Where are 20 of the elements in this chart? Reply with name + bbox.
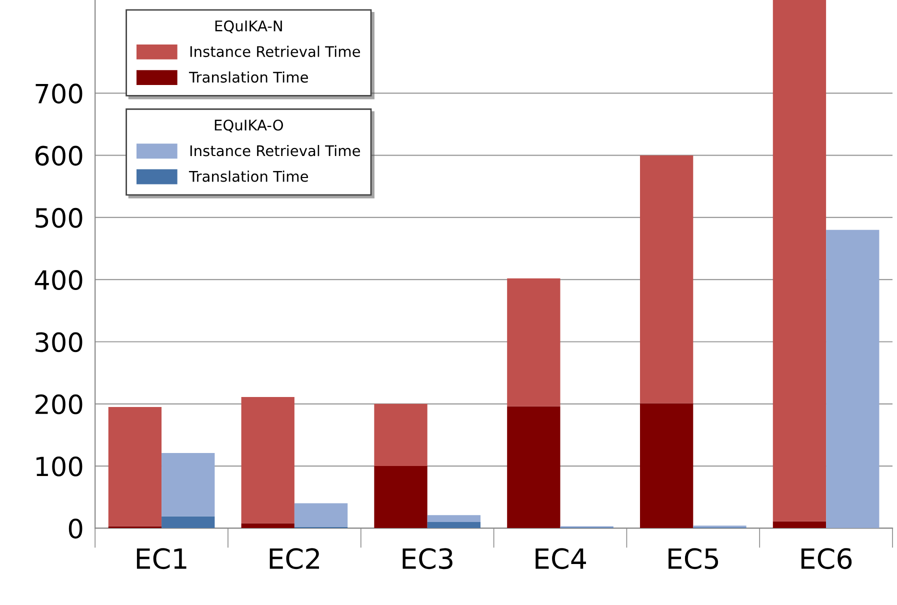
y-tick-label: 300 [36,332,82,352]
legend-label: Translation Time [188,170,308,182]
y-tick-label: 400 [34,270,82,290]
x-tick-label: EC1 [136,548,186,570]
x-tick-label: EC3 [402,548,452,570]
y-tick-label: 600 [35,146,82,166]
x-tick-label: EC2 [270,548,319,570]
y-tick-label: 500 [36,208,82,228]
y-tick-label: 200 [36,394,82,414]
y-tick-label: 100 [36,456,82,476]
y-tick-label: 700 [36,84,82,104]
legend-label: Instance Retrieval Time [190,144,360,156]
legend-label: Translation Time [188,71,308,83]
y-tick-label: 0 [68,518,82,539]
x-tick-label: EC6 [801,548,852,570]
legend-title: EQuIKA-O [214,120,283,132]
x-tick-label: EC5 [668,548,718,570]
legend-label: Instance Retrieval Time [190,46,360,58]
legend-title: EQuIKA-N [215,20,282,34]
x-tick-label: EC4 [536,548,586,570]
